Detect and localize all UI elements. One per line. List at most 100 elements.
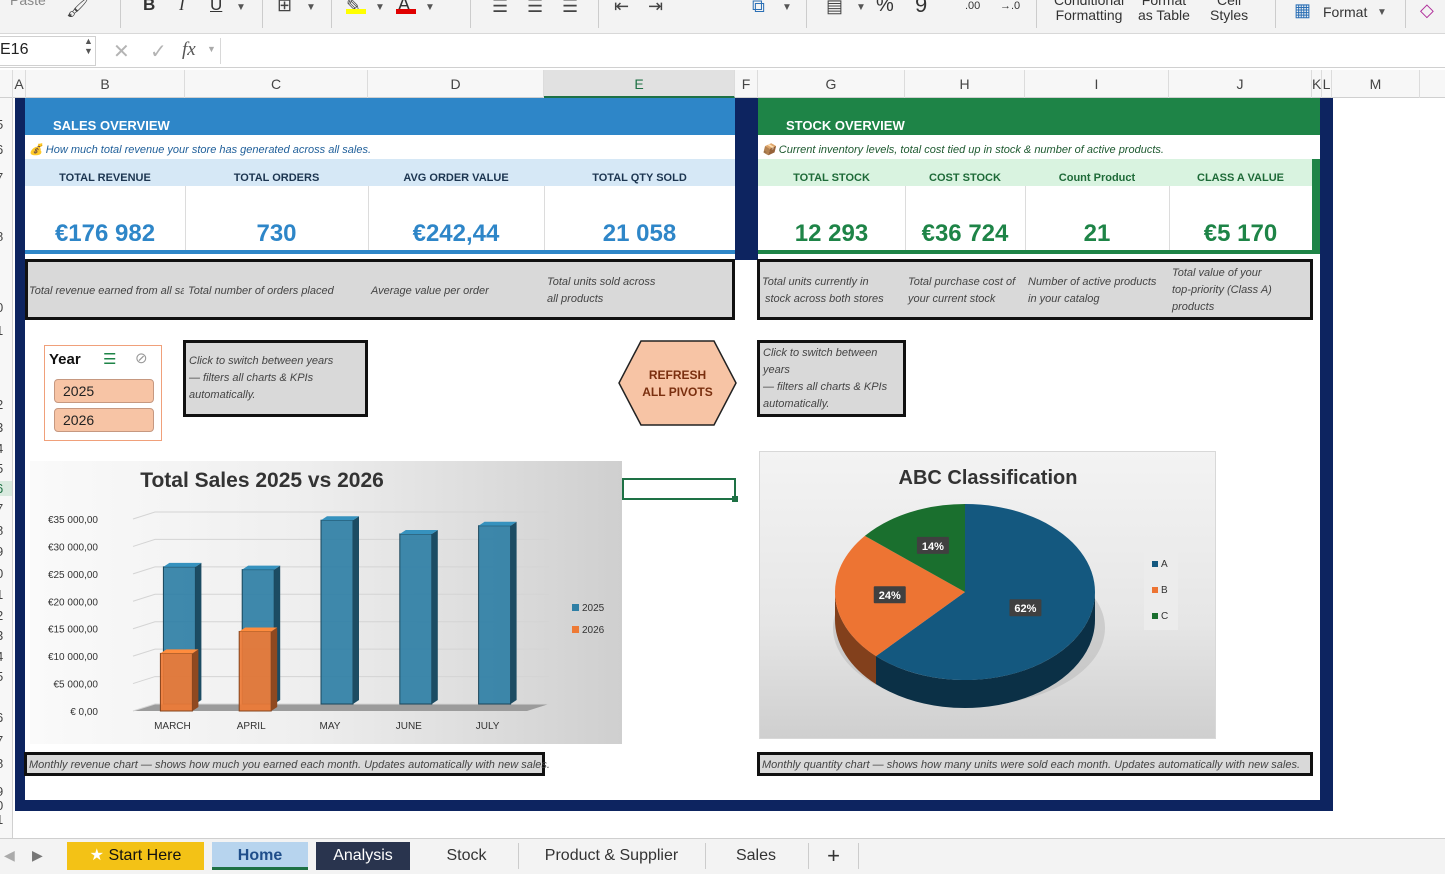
note-line: years <box>763 364 790 376</box>
selected-cell[interactable] <box>622 478 736 500</box>
row-header[interactable]: 6 <box>0 710 12 725</box>
decrease-indent-icon[interactable]: ⇤ <box>614 0 630 16</box>
row-header[interactable]: 8 <box>0 523 12 538</box>
tab-analysis[interactable]: Analysis <box>316 842 410 870</box>
format-as-table-button[interactable]: Format as Table <box>1138 0 1190 23</box>
row-header[interactable]: 8 <box>0 756 12 771</box>
italic-button[interactable]: I <box>179 0 185 14</box>
tab-start-here[interactable]: ★ Start Here <box>67 842 204 870</box>
row-header[interactable]: 0 <box>0 300 12 315</box>
row-header[interactable]: 2 <box>0 397 12 412</box>
row-header[interactable]: 0 <box>0 798 12 813</box>
align-left-icon[interactable]: ☰ <box>492 0 509 16</box>
note-total-revenue: Total revenue earned from all sale <box>29 285 184 297</box>
confirm-icon[interactable]: ✓ <box>150 41 167 63</box>
row-header[interactable]: 3 <box>0 420 12 435</box>
formula-divider <box>220 38 221 64</box>
row-header[interactable]: 4 <box>0 649 12 664</box>
note-line: Total units sold across <box>547 276 656 288</box>
row-header[interactable]: 7 <box>0 170 12 185</box>
row-header[interactable]: 9 <box>0 784 12 799</box>
sales-overview-subtitle: 💰 How much total revenue your store has … <box>25 135 735 159</box>
tab-sales[interactable]: Sales <box>735 847 777 864</box>
column-header-j[interactable]: J <box>1169 70 1312 98</box>
row-header[interactable]: 5 <box>0 461 12 476</box>
increase-decimal-button[interactable]: .00 <box>965 0 981 12</box>
cell-styles-button[interactable]: Cell Styles <box>1210 0 1248 23</box>
format-painter-icon[interactable]: 🖌 <box>66 0 89 18</box>
column-header-m[interactable]: M <box>1332 70 1420 98</box>
column-header-b[interactable]: B <box>26 70 185 98</box>
add-sheet-button[interactable]: + <box>827 843 840 868</box>
format-cells-icon[interactable]: ▦ <box>1294 0 1312 20</box>
align-center-icon[interactable]: ☰ <box>527 0 544 16</box>
increase-indent-icon[interactable]: ⇥ <box>648 0 664 16</box>
eraser-icon[interactable]: ◇ <box>1420 0 1434 20</box>
paste-label[interactable]: Paste <box>10 0 46 8</box>
multi-select-icon[interactable]: ☰ <box>103 351 117 368</box>
row-header[interactable]: 4 <box>0 441 12 456</box>
name-box[interactable]: E16 <box>0 36 96 66</box>
column-header-l[interactable]: L <box>1322 70 1332 98</box>
number-format-icon[interactable]: ▤ <box>826 0 844 16</box>
chevron-down-icon[interactable]: ▼ <box>425 2 435 13</box>
row-header-selected[interactable]: 6 <box>0 481 12 496</box>
row-header[interactable]: 5 <box>0 669 12 684</box>
scroll-left-icon[interactable]: ◀ <box>4 847 15 863</box>
row-header[interactable]: 9 <box>0 544 12 559</box>
column-header-f[interactable]: F <box>735 70 758 98</box>
clear-filter-icon[interactable]: ⊘ <box>135 350 148 367</box>
row-header[interactable]: 3 <box>0 628 12 643</box>
select-all-corner[interactable] <box>0 70 13 98</box>
decrease-decimal-button[interactable]: →.0 <box>1000 0 1021 12</box>
format-button[interactable]: Format <box>1323 4 1368 20</box>
borders-icon[interactable]: ⊞ <box>277 0 293 15</box>
chevron-down-icon[interactable]: ▼ <box>856 2 866 13</box>
row-header[interactable]: 5 <box>0 117 12 132</box>
refresh-pivots-button[interactable]: REFRESH ALL PIVOTS <box>618 340 737 426</box>
slicer-item-2025[interactable]: 2025 <box>54 379 154 403</box>
pie-chart[interactable]: ABC Classification 62% 24% 14% A B C <box>759 451 1216 739</box>
row-header[interactable]: 0 <box>0 566 12 581</box>
tab-product-supplier[interactable]: Product & Supplier <box>544 847 679 864</box>
column-header-d[interactable]: D <box>368 70 544 98</box>
column-header-c[interactable]: C <box>185 70 368 98</box>
column-header-g[interactable]: G <box>758 70 905 98</box>
wrap-text-icon[interactable]: ⧉ <box>752 0 765 16</box>
align-right-icon[interactable]: ☰ <box>562 0 579 16</box>
insert-function-button[interactable]: fx <box>182 39 196 60</box>
chevron-down-icon[interactable]: ▼ <box>782 2 792 13</box>
row-header[interactable]: 1 <box>0 323 12 338</box>
percent-button[interactable]: % <box>876 0 894 16</box>
slicer-item-2026[interactable]: 2026 <box>54 408 154 432</box>
row-header[interactable]: 2 <box>0 608 12 623</box>
chevron-down-icon[interactable]: ▼ <box>1377 7 1387 18</box>
row-header[interactable]: 7 <box>0 733 12 748</box>
column-header-k[interactable]: K <box>1312 70 1322 98</box>
name-box-stepper-icon[interactable]: ▲ ▼ <box>84 36 93 56</box>
row-header[interactable]: 1 <box>0 587 12 602</box>
chevron-down-icon[interactable]: ▼ <box>375 2 385 13</box>
chevron-down-icon[interactable]: ▼ <box>207 44 216 54</box>
column-header-a[interactable]: A <box>13 70 26 98</box>
column-header-i[interactable]: I <box>1025 70 1169 98</box>
underline-button[interactable]: U <box>210 0 223 14</box>
scroll-right-icon[interactable]: ▶ <box>32 847 43 863</box>
bold-button[interactable]: B <box>143 0 156 14</box>
column-header-e[interactable]: E <box>544 70 735 98</box>
tab-stock[interactable]: Stock <box>446 847 487 864</box>
fill-handle[interactable] <box>732 496 738 502</box>
row-header[interactable]: 8 <box>0 229 12 244</box>
chevron-down-icon[interactable]: ▼ <box>306 2 316 13</box>
conditional-formatting-button[interactable]: Conditional Formatting <box>1054 0 1124 23</box>
chevron-down-icon[interactable]: ▼ <box>236 2 246 13</box>
cancel-icon[interactable]: ✕ <box>113 41 130 63</box>
tab-home[interactable]: Home <box>212 842 308 870</box>
row-header[interactable]: 1 <box>0 812 12 827</box>
bar-chart[interactable]: Total Sales 2025 vs 2026 € 0,00 €5 000,00 €… <box>30 461 622 744</box>
row-header[interactable]: 7 <box>0 501 12 516</box>
comma-style-button[interactable]: 9 <box>915 0 928 17</box>
column-header-h[interactable]: H <box>905 70 1025 98</box>
row-header[interactable]: 6 <box>0 142 12 157</box>
formula-input[interactable] <box>224 36 1445 66</box>
